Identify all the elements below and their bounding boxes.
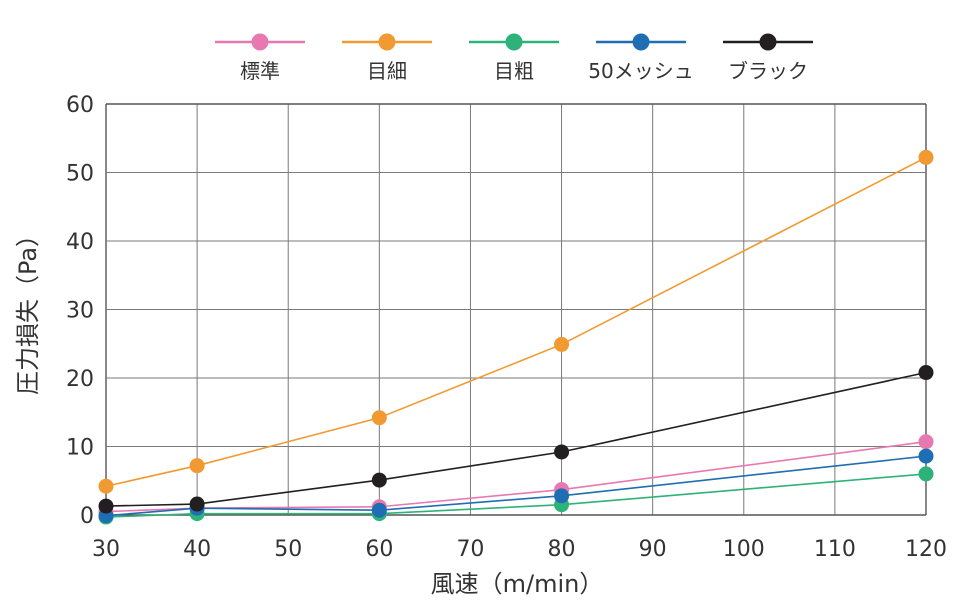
- y-tick-label: 60: [66, 93, 94, 118]
- series-line: [105, 371, 927, 507]
- x-tick-label: 100: [723, 537, 765, 562]
- data-point: [554, 444, 570, 460]
- data-point: [918, 365, 934, 381]
- legend-label: 50メッシュ: [588, 59, 693, 83]
- x-tick-label: 80: [548, 537, 576, 562]
- x-tick-label: 60: [365, 537, 393, 562]
- legend-item: 50メッシュ: [588, 33, 694, 83]
- y-tick-label: 50: [66, 162, 94, 187]
- legend-label: 標準: [240, 59, 280, 83]
- legend-item: ブラック: [723, 33, 813, 83]
- legend-label: ブラック: [728, 59, 808, 83]
- x-tick-label: 120: [905, 537, 947, 562]
- y-tick-label: 30: [66, 299, 94, 324]
- data-point: [98, 478, 114, 494]
- legend-swatch-marker: [632, 33, 650, 51]
- data-point: [554, 336, 570, 352]
- x-axis-title: 風速（m/min）: [431, 570, 604, 598]
- series-2: [98, 466, 934, 525]
- chart-legend: 標準 目細 目粗 50メッシュ ブラック: [215, 33, 813, 83]
- data-point: [918, 434, 934, 450]
- series-1: [98, 149, 934, 494]
- legend-swatch-marker: [378, 33, 396, 51]
- legend-label: 目粗: [494, 59, 534, 83]
- data-point: [189, 458, 205, 474]
- legend-label: 目細: [367, 59, 407, 83]
- axis-ticks: 30 40 50 60 70 80 90 100 110 120 0 10 20 30 40 50 60: [66, 93, 947, 562]
- legend-swatch-marker: [759, 33, 777, 51]
- data-point: [918, 149, 934, 165]
- legend-swatch-marker: [505, 33, 523, 51]
- data-point: [371, 410, 387, 426]
- series-line: [105, 473, 927, 518]
- x-tick-label: 110: [814, 537, 856, 562]
- data-point: [98, 498, 114, 514]
- chart-series: [98, 149, 934, 525]
- data-point: [371, 502, 387, 518]
- legend-item: 目細: [342, 33, 432, 83]
- chart-grid: [105, 103, 927, 516]
- series-line: [105, 156, 927, 488]
- legend-swatch-marker: [251, 33, 269, 51]
- x-tick-label: 50: [274, 537, 302, 562]
- legend-item: 目粗: [469, 33, 559, 83]
- y-tick-label: 40: [66, 230, 94, 255]
- data-point: [189, 496, 205, 512]
- x-tick-label: 90: [639, 537, 667, 562]
- series-line: [105, 440, 927, 513]
- data-point: [371, 472, 387, 488]
- y-tick-label: 20: [66, 367, 94, 392]
- y-axis-title: 圧力損失（Pa）: [14, 223, 42, 395]
- x-tick-label: 40: [183, 537, 211, 562]
- series-4: [98, 365, 934, 514]
- data-point: [918, 448, 934, 464]
- y-tick-label: 0: [80, 504, 94, 529]
- x-tick-label: 70: [456, 537, 484, 562]
- data-point: [918, 466, 934, 482]
- legend-item: 標準: [215, 33, 305, 83]
- x-tick-label: 30: [92, 537, 120, 562]
- y-tick-label: 10: [66, 436, 94, 461]
- data-point: [554, 488, 570, 504]
